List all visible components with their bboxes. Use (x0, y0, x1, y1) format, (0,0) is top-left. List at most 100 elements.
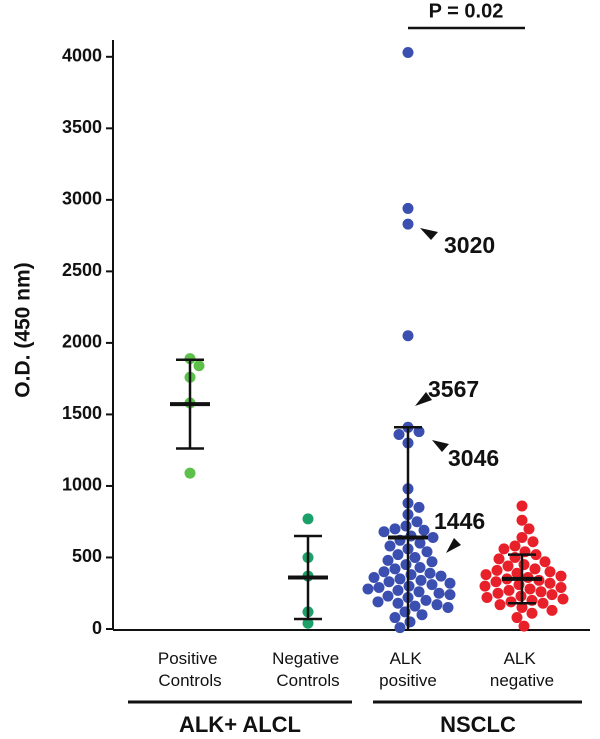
dot (302, 513, 314, 525)
dot (400, 520, 412, 532)
annotation: 3020 (444, 232, 495, 258)
dot (400, 559, 412, 571)
dot (518, 559, 530, 571)
dot (302, 617, 314, 629)
annotation-arrow (432, 440, 449, 452)
y-tick-label: 2000 (62, 332, 102, 352)
dot (511, 612, 523, 624)
dot (373, 582, 385, 594)
dot (526, 607, 538, 619)
annotation: 1446 (434, 508, 485, 534)
dot (535, 586, 547, 598)
dot (479, 580, 491, 592)
dot (413, 426, 425, 438)
dot (524, 583, 536, 595)
dot (394, 573, 406, 585)
y-axis-label: O.D. (450 nm) (12, 262, 35, 397)
dot (389, 563, 401, 575)
y-tick-label: 1000 (62, 475, 102, 495)
dot (372, 596, 384, 608)
dot (402, 47, 414, 59)
dot (442, 602, 454, 614)
dot (392, 584, 404, 596)
error-bar (170, 358, 210, 450)
group-label: ALK+ ALCL (179, 712, 301, 737)
dot (409, 551, 421, 563)
dot (435, 570, 447, 582)
annotation: 3567 (428, 376, 479, 402)
x-tick-label: Negative Controls (272, 649, 344, 690)
dot (426, 579, 438, 591)
dot (431, 599, 443, 611)
x-tick-label: ALK positive (379, 649, 437, 690)
dot (544, 577, 556, 589)
y-tick-label: 3500 (62, 117, 102, 137)
dot (490, 576, 502, 588)
dot (404, 616, 416, 628)
dot (544, 566, 556, 578)
dot (505, 596, 517, 608)
dot (383, 576, 395, 588)
dot (378, 566, 390, 578)
dot (518, 620, 530, 632)
dot (509, 540, 521, 552)
error-bar (502, 553, 542, 605)
dot (389, 612, 401, 624)
dot (362, 583, 374, 595)
group-label: NSCLC (440, 712, 516, 737)
dot (382, 554, 394, 566)
dot (414, 537, 426, 549)
dot (444, 577, 456, 589)
dot (414, 561, 426, 573)
dot (523, 523, 535, 535)
dot (409, 600, 421, 612)
annotation-arrow (420, 228, 438, 240)
dot (368, 572, 380, 584)
dot (480, 569, 492, 581)
x-tick-label: ALK negative (490, 649, 554, 690)
dot (402, 202, 414, 214)
y-tick-label: 3000 (62, 189, 102, 209)
dot (402, 330, 414, 342)
dot (416, 609, 428, 621)
x-tick-label: Positive Controls (158, 649, 222, 690)
dot (426, 556, 438, 568)
dot (382, 590, 394, 602)
dot (546, 604, 558, 616)
dot (494, 599, 506, 611)
error-bar (388, 426, 428, 629)
y-tick-label: 4000 (62, 46, 102, 66)
annotation: 3046 (448, 445, 499, 471)
dot (527, 536, 539, 548)
error-bar (288, 534, 328, 621)
dot (392, 597, 404, 609)
dot (415, 574, 427, 586)
dot (529, 563, 541, 575)
dot (389, 523, 401, 535)
dot (511, 567, 523, 579)
dot (555, 582, 567, 594)
dot (427, 531, 439, 543)
dot (537, 597, 549, 609)
significance-label: P = 0.02 (429, 0, 504, 22)
y-tick-label: 0 (92, 618, 102, 638)
dot (492, 587, 504, 599)
dot (418, 524, 430, 536)
dot (393, 428, 405, 440)
dot (402, 218, 414, 230)
dot (413, 501, 425, 513)
dot (502, 560, 514, 572)
dot (491, 564, 503, 576)
y-tick-label: 1500 (62, 403, 102, 423)
dot (421, 546, 433, 558)
dot (392, 549, 404, 561)
dot (378, 526, 390, 538)
dot (516, 531, 528, 543)
y-tick-label: 500 (72, 546, 102, 566)
dot (557, 593, 569, 605)
y-tick-label: 2500 (62, 260, 102, 280)
dot (444, 589, 456, 601)
dot (433, 587, 445, 599)
dot (555, 570, 567, 582)
